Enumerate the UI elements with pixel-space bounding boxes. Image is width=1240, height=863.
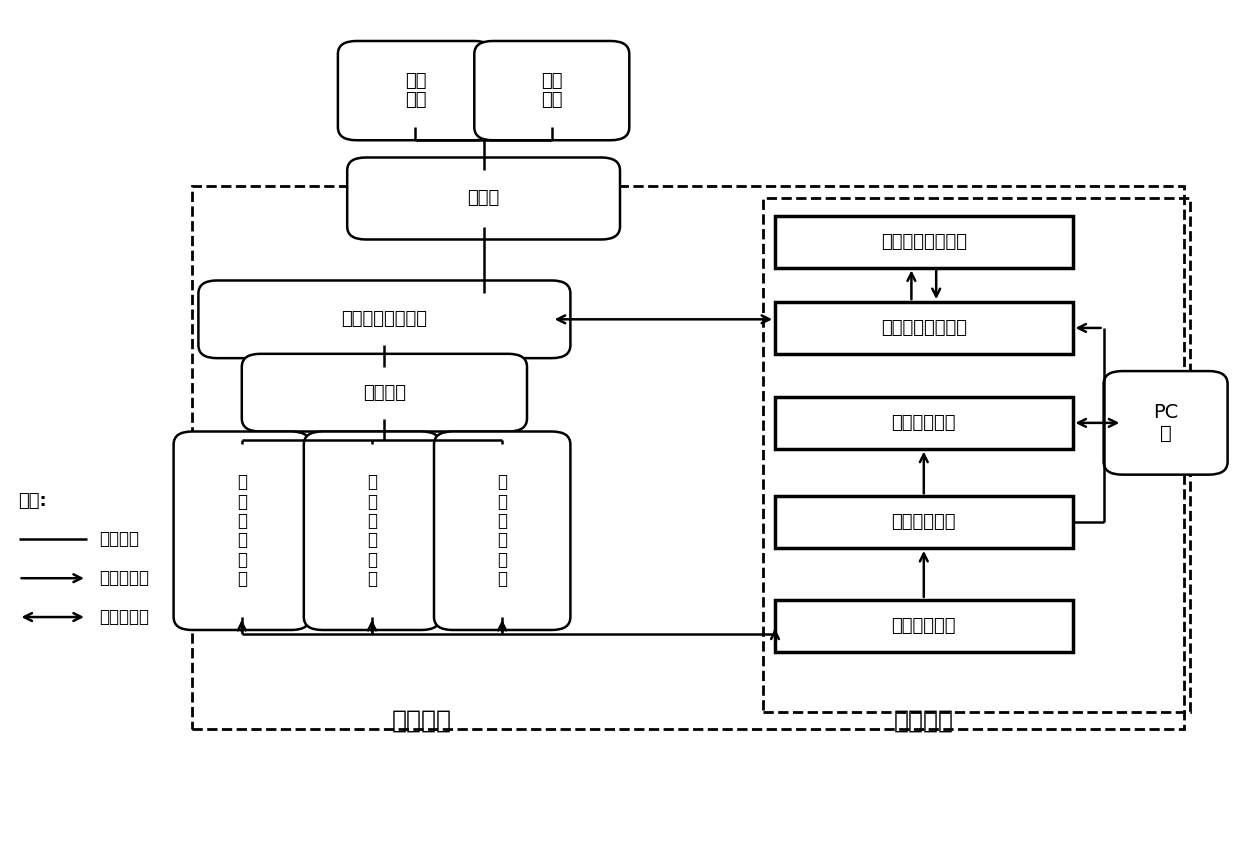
Bar [775,216,1073,268]
Text: 双向数据流: 双向数据流 [99,608,149,626]
Text: 单向数据流: 单向数据流 [99,570,149,587]
Bar [775,397,1073,449]
FancyBboxPatch shape [337,41,494,140]
Bar [775,600,1073,652]
Text: 测量系统: 测量系统 [392,709,451,733]
Text: 超
声
波
水
深
仪: 超 声 波 水 深 仪 [367,473,377,589]
FancyBboxPatch shape [347,158,620,239]
FancyBboxPatch shape [434,432,570,630]
Text: 仪器位移补偿单元: 仪器位移补偿单元 [880,233,967,250]
FancyBboxPatch shape [174,432,310,630]
Bar [763,198,1190,712]
Text: PC
机: PC 机 [1153,403,1178,443]
FancyBboxPatch shape [304,432,440,630]
Bar [775,302,1073,354]
Text: 定位
装置: 定位 装置 [404,72,427,110]
Bar [775,496,1073,548]
Text: 通信
装置: 通信 装置 [541,72,563,110]
FancyBboxPatch shape [474,41,630,140]
Text: 稳定装置: 稳定装置 [363,384,405,401]
Bar [192,186,1184,729]
Text: 仪器位移跟踪单元: 仪器位移跟踪单元 [880,319,967,337]
Text: 数据采集单元: 数据采集单元 [892,617,956,634]
Text: 装置连接: 装置连接 [99,531,139,548]
Text: 图例:: 图例: [19,492,47,509]
Text: 数据输出单元: 数据输出单元 [892,414,956,432]
FancyBboxPatch shape [198,280,570,358]
Text: 旋
杯
式
流
速
仪: 旋 杯 式 流 速 仪 [237,473,247,589]
Text: 数据处理单元: 数据处理单元 [892,513,956,531]
Text: 测深船: 测深船 [467,190,500,207]
Text: 主控芯片: 主控芯片 [894,709,954,733]
FancyBboxPatch shape [1104,371,1228,475]
FancyBboxPatch shape [242,354,527,432]
Text: 垂直位移补偿装置: 垂直位移补偿装置 [341,311,428,328]
Text: 加
速
度
传
感
器: 加 速 度 传 感 器 [497,473,507,589]
